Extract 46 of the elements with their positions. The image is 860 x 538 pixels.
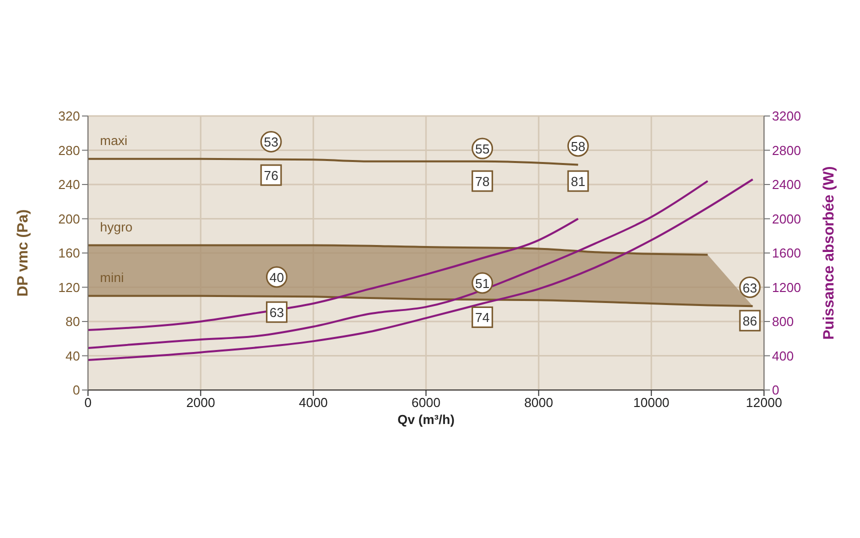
annotation: 81: [570, 174, 586, 190]
y2-tick-label: 800: [772, 314, 794, 330]
x-tick-label: 4000: [298, 395, 328, 410]
annotation: 63: [742, 280, 758, 296]
annotation: 58: [570, 138, 586, 154]
x-tick-label: 2000: [186, 395, 216, 410]
y-tick-label: 40: [66, 348, 80, 364]
x-tick-label: 0: [84, 395, 92, 410]
series-label: hygro: [100, 219, 133, 234]
y2-tick-label: 3200: [772, 108, 801, 124]
y-tick-label: 200: [58, 211, 80, 226]
line-series: [88, 244, 709, 256]
annotation: 55: [475, 142, 490, 157]
series-label: maxi: [100, 132, 128, 148]
annotation: 86: [742, 314, 758, 329]
y-tick-label: 240: [58, 177, 80, 192]
y2-tick-label: 2000: [772, 211, 801, 226]
x-axis-title: Qv (m³/h): [397, 412, 455, 427]
series-label: mini: [100, 270, 124, 285]
y2-tick-label: 400: [772, 348, 794, 364]
annotation: 78: [475, 174, 490, 190]
y-tick-label: 320: [58, 108, 80, 124]
y2-tick-label: 2800: [772, 142, 801, 158]
annotation: 74: [475, 310, 490, 326]
y-tick-label: 80: [66, 314, 80, 330]
x-tick-label: 10000: [633, 395, 670, 410]
line-series: [88, 294, 754, 308]
x-tick-label: 6000: [412, 395, 440, 410]
y-axis-title: DP vmc (Pa): [14, 209, 32, 297]
annotation: 76: [264, 168, 278, 184]
y-tick-label: 160: [58, 246, 80, 261]
y2-tick-label: 1200: [772, 280, 801, 295]
x-tick-label: 12000: [746, 395, 782, 410]
y2-tick-label: 1600: [772, 246, 801, 261]
y2-axis-title: Puissance absorbée (W): [820, 166, 838, 340]
x-tick-label: 8000: [524, 395, 554, 410]
y-tick-label: 120: [58, 280, 80, 295]
y-tick-label: 0: [72, 382, 80, 398]
annotation: 51: [475, 276, 490, 291]
y2-tick-label: 2400: [772, 177, 801, 192]
annotation: 53: [264, 134, 278, 150]
line-series: [88, 218, 580, 332]
annotation: 40: [269, 270, 284, 285]
annotation: 63: [269, 305, 284, 320]
y2-tick-label: 0: [772, 382, 780, 398]
y-tick-label: 280: [58, 142, 80, 158]
